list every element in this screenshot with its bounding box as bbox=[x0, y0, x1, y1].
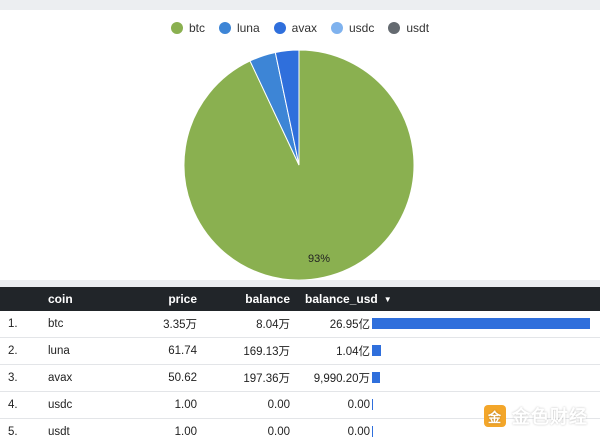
row-index: 3. bbox=[8, 372, 18, 384]
header-balance[interactable]: balance bbox=[245, 292, 290, 306]
watermark-logo-icon: 金 bbox=[484, 405, 506, 427]
pie-slice-avax[interactable] bbox=[274, 49, 300, 166]
legend-label: usdt bbox=[406, 21, 430, 35]
header-balance-usd[interactable]: balance_usd ▼ bbox=[305, 287, 392, 311]
legend-item-usdc[interactable]: usdc bbox=[331, 21, 374, 35]
balance-usd-bar bbox=[372, 318, 590, 329]
cell-balance: 0.00 bbox=[267, 426, 290, 437]
balance-usd-bar bbox=[372, 399, 373, 410]
cell-balance: 169.13万 bbox=[243, 346, 290, 358]
cell-coin: luna bbox=[48, 345, 70, 357]
cell-balance-usd: 0.00 bbox=[347, 399, 370, 411]
legend-swatch-luna bbox=[218, 22, 231, 34]
balance-usd-bar bbox=[372, 372, 381, 383]
header-coin[interactable]: coin bbox=[48, 292, 73, 306]
cell-balance-usd: 1.04亿 bbox=[336, 346, 370, 358]
cell-price: 50.62 bbox=[168, 372, 197, 384]
legend-label: btc bbox=[188, 21, 205, 35]
cell-coin: avax bbox=[48, 372, 73, 384]
watermark-text: 金色财经 bbox=[512, 407, 588, 427]
legend-item-avax[interactable]: avax bbox=[273, 21, 317, 35]
legend-item-btc[interactable]: btc bbox=[170, 21, 205, 35]
cell-price: 1.00 bbox=[174, 399, 197, 411]
cell-price: 1.00 bbox=[174, 426, 197, 437]
pie-chart: 93% bbox=[183, 49, 415, 280]
row-index: 1. bbox=[8, 318, 18, 330]
cell-balance-usd: 9,990.20万 bbox=[313, 373, 370, 385]
cell-price: 3.35万 bbox=[163, 319, 197, 331]
legend-swatch-btc bbox=[170, 22, 183, 34]
balance-usd-bar bbox=[372, 426, 373, 437]
header-price[interactable]: price bbox=[168, 292, 197, 306]
legend-swatch-usdc bbox=[331, 22, 343, 34]
pie-chart-card: btc luna avax usdc usdt 93% bbox=[0, 10, 600, 280]
watermark: 金 金色财经 bbox=[484, 403, 588, 429]
table-row[interactable]: 3. avax 50.62 197.36万 9,990.20万 bbox=[0, 365, 600, 392]
cell-balance: 0.00 bbox=[267, 399, 290, 411]
chart-legend: btc luna avax usdc usdt bbox=[0, 17, 600, 39]
table-row[interactable]: 5. usdt 1.00 0.00 0.00 bbox=[0, 419, 600, 437]
table-row[interactable]: 2. luna 61.74 169.13万 1.04亿 bbox=[0, 338, 600, 365]
cell-price: 61.74 bbox=[168, 345, 197, 357]
legend-item-usdt[interactable]: usdt bbox=[388, 21, 429, 35]
legend-label: luna bbox=[236, 21, 260, 35]
legend-label: avax bbox=[291, 21, 317, 35]
row-index: 4. bbox=[8, 399, 18, 411]
table-body: 1. btc 3.35万 8.04万 26.95亿 2. luna 61.74 169.13万 1… bbox=[0, 311, 600, 437]
cell-coin: usdc bbox=[48, 399, 73, 411]
table-row[interactable]: 4. usdc 1.00 0.00 0.00 bbox=[0, 392, 600, 419]
table-row[interactable]: 1. btc 3.35万 8.04万 26.95亿 bbox=[0, 311, 600, 338]
legend-swatch-usdt bbox=[388, 22, 401, 34]
legend-swatch-avax bbox=[273, 22, 286, 34]
table-header: coin price balance balance_usd ▼ bbox=[0, 287, 600, 311]
cell-coin: btc bbox=[48, 318, 64, 330]
balance-usd-bar bbox=[372, 345, 381, 356]
legend-label: usdc bbox=[349, 21, 375, 35]
sort-desc-icon[interactable]: ▼ bbox=[383, 294, 392, 304]
cell-balance-usd: 0.00 bbox=[347, 426, 370, 437]
row-index: 2. bbox=[8, 345, 18, 357]
cell-balance: 197.36万 bbox=[243, 373, 290, 385]
cell-balance-usd: 26.95亿 bbox=[329, 319, 370, 331]
pie-data-label-btc: 93% bbox=[308, 253, 330, 265]
row-index: 5. bbox=[8, 426, 18, 437]
header-balance-usd-label: balance_usd bbox=[305, 292, 378, 306]
cell-balance: 8.04万 bbox=[256, 319, 290, 331]
legend-item-luna[interactable]: luna bbox=[218, 21, 260, 35]
cell-coin: usdt bbox=[48, 426, 70, 437]
